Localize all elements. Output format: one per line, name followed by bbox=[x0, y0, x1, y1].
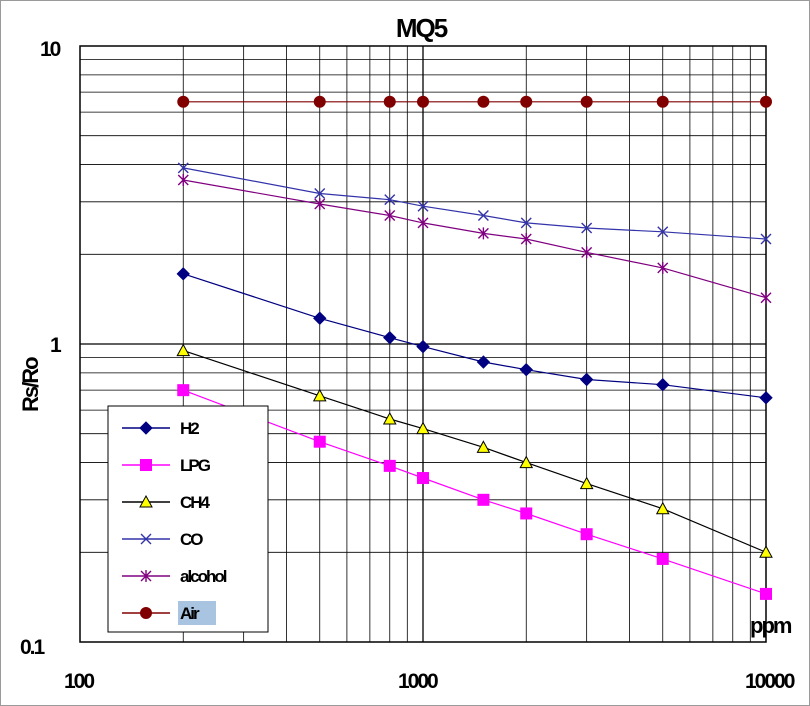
data-point-co bbox=[417, 200, 429, 212]
legend-label-co: CO bbox=[180, 530, 203, 549]
data-point-ch4 bbox=[759, 545, 773, 558]
data-point-co bbox=[581, 222, 593, 234]
data-point-co bbox=[177, 162, 189, 174]
data-point-lpg bbox=[760, 587, 772, 600]
data-point-alcohol bbox=[760, 291, 772, 304]
legend-highlight bbox=[178, 601, 216, 625]
data-point-lpg bbox=[313, 435, 326, 448]
data-point-h2 bbox=[476, 355, 491, 369]
data-point-lpg bbox=[656, 552, 669, 565]
data-point-ch4 bbox=[655, 501, 670, 515]
x-axis-label: ppm bbox=[750, 613, 792, 638]
data-point-ch4 bbox=[519, 455, 534, 469]
data-point-alcohol bbox=[417, 216, 429, 229]
x-tick-label-10000: 10000 bbox=[745, 670, 795, 693]
data-point-h2 bbox=[579, 372, 594, 387]
data-point-air bbox=[417, 95, 429, 108]
legend-label-lpg: LPG bbox=[180, 456, 211, 475]
data-point-h2 bbox=[759, 391, 773, 405]
legend-label-air: Air bbox=[180, 604, 200, 623]
data-point-ch4 bbox=[382, 411, 397, 425]
data-point-lpg bbox=[177, 384, 190, 397]
data-point-co bbox=[760, 233, 772, 245]
data-point-co bbox=[314, 187, 326, 199]
legend: H2 LPG CH4 CO alcohol Air bbox=[107, 405, 269, 633]
data-point-alcohol bbox=[314, 197, 326, 210]
data-point-air bbox=[313, 95, 326, 108]
data-point-air bbox=[477, 95, 490, 108]
data-point-alcohol bbox=[384, 209, 396, 222]
chart-title: MQ5 bbox=[396, 13, 448, 43]
data-point-lpg bbox=[580, 528, 593, 541]
data-point-h2 bbox=[656, 378, 670, 392]
legend-marker-co bbox=[140, 533, 152, 545]
series-markers bbox=[176, 95, 773, 600]
data-point-alcohol bbox=[177, 174, 189, 187]
data-point-air bbox=[383, 95, 396, 108]
data-point-co bbox=[384, 194, 396, 206]
data-point-alcohol bbox=[581, 246, 593, 259]
data-point-air bbox=[177, 95, 190, 108]
x-tick-label-100: 100 bbox=[64, 670, 94, 693]
data-point-lpg bbox=[383, 459, 396, 472]
data-point-air bbox=[580, 95, 593, 108]
data-point-air bbox=[656, 95, 669, 108]
data-point-air bbox=[520, 95, 533, 108]
legend-label-ch4: CH4 bbox=[180, 493, 211, 512]
data-point-ch4 bbox=[312, 388, 327, 402]
data-point-co bbox=[477, 209, 489, 221]
data-point-h2 bbox=[383, 330, 397, 345]
legend-label-alcohol: alcohol bbox=[180, 567, 227, 586]
y-tick-label-1: 1 bbox=[50, 334, 62, 357]
data-point-ch4 bbox=[176, 343, 191, 357]
data-point-h2 bbox=[313, 311, 327, 325]
legend-marker-air bbox=[140, 607, 152, 619]
data-point-ch4 bbox=[476, 440, 491, 453]
data-point-ch4 bbox=[416, 421, 430, 435]
y-tick-label-0-1: 0.1 bbox=[20, 636, 46, 659]
data-point-lpg bbox=[417, 472, 429, 485]
legend-marker-alcohol bbox=[140, 570, 152, 582]
x-tick-label-1000: 1000 bbox=[398, 670, 438, 693]
legend-marker-ch4 bbox=[139, 494, 153, 508]
data-point-h2 bbox=[176, 267, 190, 281]
data-point-co bbox=[657, 226, 669, 238]
data-point-lpg bbox=[520, 507, 533, 520]
data-point-lpg bbox=[477, 493, 490, 506]
y-tick-label-10: 10 bbox=[40, 38, 61, 61]
data-point-ch4 bbox=[579, 476, 594, 490]
legend-marker-h2 bbox=[139, 421, 153, 435]
legend-label-h2: H2 bbox=[180, 419, 199, 438]
y-axis-label: Rs/Ro bbox=[18, 357, 43, 412]
data-point-alcohol bbox=[657, 261, 669, 274]
legend-marker-lpg bbox=[140, 459, 152, 471]
data-point-h2 bbox=[416, 339, 430, 354]
data-point-co bbox=[520, 217, 532, 229]
legend-box bbox=[107, 405, 269, 633]
data-point-alcohol bbox=[477, 227, 489, 240]
data-point-air bbox=[760, 95, 772, 108]
data-point-alcohol bbox=[520, 233, 532, 246]
data-point-h2 bbox=[519, 362, 533, 377]
